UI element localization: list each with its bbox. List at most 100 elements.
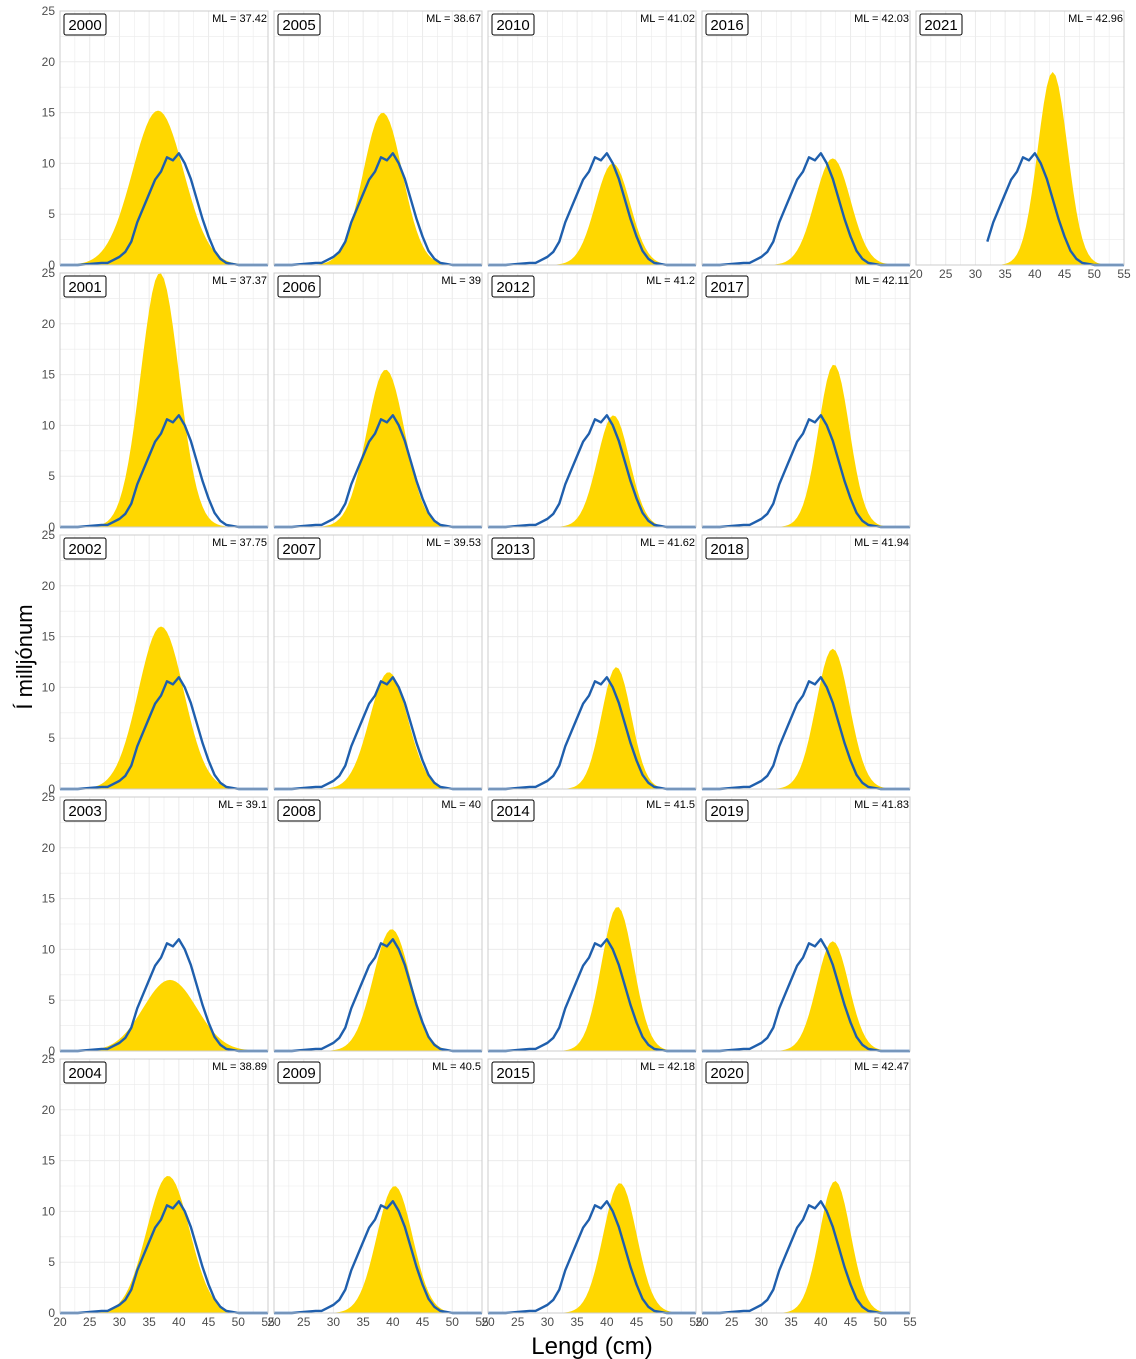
panel-2021: 2021 ML = 42.96 20 25 30 35 40 45 50 55 [909, 10, 1131, 281]
panel-year-label: 2009 [282, 1065, 315, 1082]
ml-label: ML = 42.03 [854, 13, 909, 25]
ml-label: ML = 41.94 [854, 537, 909, 549]
x-tick-label: 20 [267, 1315, 281, 1329]
panel-year-label: 2015 [496, 1065, 529, 1082]
panel-year-label: 2008 [282, 803, 315, 820]
x-tick-label: 35 [142, 1315, 156, 1329]
x-tick-label: 20 [695, 1315, 709, 1329]
x-tick-label: 25 [297, 1315, 311, 1329]
panel-year-label: 2006 [282, 279, 315, 296]
y-tick-label: 15 [42, 630, 56, 644]
x-tick-label: 45 [1058, 267, 1072, 281]
panel-border [487, 534, 697, 790]
area-2014 [488, 907, 696, 1051]
x-tick-label: 55 [1117, 267, 1131, 281]
year-label-box [705, 275, 749, 298]
y-tick-label: 0 [48, 782, 55, 796]
ml-label: ML = 37.42 [212, 13, 267, 25]
panel-year-label: 2013 [496, 541, 529, 558]
panel-border [273, 534, 483, 790]
panel-year-label: 2020 [710, 1065, 743, 1082]
x-tick-label: 25 [511, 1315, 525, 1329]
reference-line-2018 [702, 676, 910, 791]
y-tick-label: 10 [42, 418, 56, 432]
year-label-box [705, 537, 749, 560]
ml-label: ML = 39.53 [426, 537, 481, 549]
panel-border [273, 796, 483, 1052]
reference-line-2005 [274, 152, 482, 267]
panel-border [701, 534, 911, 790]
x-tick-label: 40 [386, 1315, 400, 1329]
x-tick-label: 55 [903, 1315, 917, 1329]
y-tick-label: 20 [42, 1103, 56, 1117]
x-tick-label: 50 [232, 1315, 246, 1329]
area-2009 [274, 1186, 482, 1313]
x-tick-label: 35 [356, 1315, 370, 1329]
ml-label: ML = 42.96 [1068, 13, 1123, 25]
y-tick-label: 0 [48, 520, 55, 534]
reference-line-2002 [60, 676, 268, 791]
area-2006 [274, 369, 482, 527]
x-tick-label: 35 [784, 1315, 798, 1329]
reference-line-2007 [274, 676, 482, 791]
x-tick-label: 20 [53, 1315, 67, 1329]
panel-2007: 2007 ML = 39.53 [273, 534, 483, 791]
panel-border [915, 10, 1125, 266]
ml-label: ML = 39.1 [218, 799, 267, 811]
ml-label: ML = 42.11 [855, 275, 909, 287]
panel-border [487, 272, 697, 528]
panel-year-label: 2002 [68, 541, 101, 558]
reference-line-2020 [702, 1200, 910, 1315]
reference-line-2017 [702, 414, 910, 529]
panel-2009: 2009 ML = 40.5 20 25 30 35 40 45 50 55 [267, 1058, 489, 1329]
area-2019 [702, 941, 910, 1051]
area-2018 [702, 648, 910, 789]
reference-line-2015 [488, 1200, 696, 1315]
area-2016 [702, 158, 910, 265]
y-tick-label: 15 [42, 368, 56, 382]
panel-year-label: 2000 [68, 17, 101, 34]
x-tick-label: 45 [844, 1315, 858, 1329]
panel-2012: 2012 ML = 41.2 [487, 272, 697, 529]
panel-2006: 2006 ML = 39 [273, 272, 483, 529]
panel-2020: 2020 ML = 42.47 20 25 30 35 40 45 50 55 [695, 1058, 917, 1329]
year-label-box [277, 1061, 321, 1084]
reference-line-2014 [488, 938, 696, 1053]
panel-border [59, 272, 269, 528]
x-tick-label: 25 [725, 1315, 739, 1329]
ml-label: ML = 39 [441, 275, 481, 287]
area-2007 [274, 672, 482, 789]
panel-border [59, 796, 269, 1052]
panel-2004: 2004 ML = 38.89 0 5 10 15 20 25 20 25 30 35 40 45 50 55 [42, 1052, 275, 1329]
ml-label: ML = 41.5 [646, 799, 695, 811]
year-label-box [63, 799, 107, 822]
y-tick-label: 10 [42, 680, 56, 694]
x-tick-label: 50 [874, 1315, 888, 1329]
panel-border [273, 10, 483, 266]
year-label-box [277, 537, 321, 560]
ml-label: ML = 38.89 [212, 1061, 267, 1073]
year-label-box [491, 537, 535, 560]
reference-line-2013 [488, 676, 696, 791]
ml-label: ML = 41.83 [854, 799, 909, 811]
panel-2010: 2010 ML = 41.02 [487, 10, 697, 267]
reference-line-2016 [702, 152, 910, 267]
x-tick-label: 55 [475, 1315, 489, 1329]
x-tick-label: 25 [939, 267, 953, 281]
x-tick-label: 45 [202, 1315, 216, 1329]
panel-year-label: 2017 [710, 279, 743, 296]
panel-year-label: 2016 [710, 17, 743, 34]
panel-2019: 2019 ML = 41.83 [701, 796, 911, 1053]
year-label-box [63, 275, 107, 298]
y-tick-label: 15 [42, 106, 56, 120]
reference-line-2004 [60, 1200, 268, 1315]
reference-line-2003 [60, 938, 268, 1053]
year-label-box [705, 13, 749, 36]
ml-label: ML = 40 [441, 799, 481, 811]
panel-year-label: 2004 [68, 1065, 101, 1082]
reference-line-2010 [488, 152, 696, 267]
x-tick-label: 50 [446, 1315, 460, 1329]
year-label-box [277, 13, 321, 36]
y-tick-label: 5 [48, 469, 55, 483]
